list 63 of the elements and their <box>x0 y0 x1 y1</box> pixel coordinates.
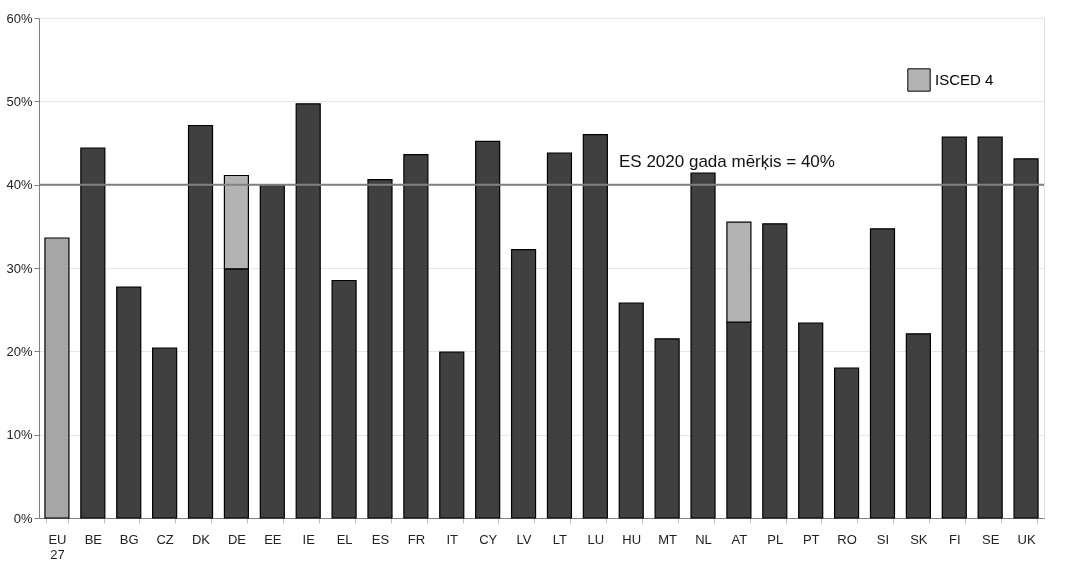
x-tick-label: LU <box>587 531 605 547</box>
bar <box>1013 158 1039 519</box>
bar <box>475 140 501 519</box>
x-tick-label: IT <box>446 531 459 547</box>
y-tick-label: 60% <box>6 10 33 26</box>
bar <box>331 279 357 519</box>
y-tick-label: 0% <box>13 510 33 526</box>
bar <box>905 333 931 519</box>
x-tick-label: EE <box>264 531 282 547</box>
bar <box>977 136 1003 519</box>
y-tick-label: 20% <box>6 343 33 359</box>
bar <box>80 147 106 519</box>
x-tick-label: SE <box>981 531 1000 547</box>
bar <box>403 154 429 519</box>
bar <box>295 103 321 519</box>
y-tick-label: 40% <box>6 177 33 193</box>
x-tick-label: NL <box>695 531 712 547</box>
bar <box>44 237 70 519</box>
bar <box>762 223 788 519</box>
x-tick-label: SI <box>876 531 890 547</box>
ref-line-label: ES 2020 gada mērķis = 40% <box>619 151 835 171</box>
x-tick-label: EU 27 <box>48 531 67 562</box>
x-tick-label: ES <box>371 531 390 547</box>
x-tick-label: LV <box>516 531 532 547</box>
x-tick-label: CY <box>479 531 498 547</box>
x-tick-label: FI <box>948 531 961 547</box>
bar <box>690 172 716 519</box>
bar <box>116 286 142 519</box>
x-tick-label: MT <box>658 531 678 547</box>
legend-label: ISCED 4 <box>935 71 994 88</box>
x-tick-label: BE <box>84 531 103 547</box>
x-tick-label: SK <box>910 531 928 547</box>
bar <box>833 367 860 519</box>
bar <box>798 322 824 519</box>
y-tick-label: 30% <box>6 260 33 276</box>
bar <box>367 179 393 519</box>
x-tick-label: HU <box>622 531 642 547</box>
bar <box>259 184 285 519</box>
x-tick-label: DE <box>227 531 247 547</box>
bar <box>439 351 465 519</box>
x-tick-label: UK <box>1017 531 1036 547</box>
x-tick-label: PT <box>802 531 820 547</box>
x-tick-label: DK <box>191 531 211 547</box>
x-tick-label: BG <box>119 531 139 547</box>
x-tick-label: AT <box>731 531 748 547</box>
bar <box>187 124 214 519</box>
x-tick-label: LT <box>552 531 568 547</box>
x-tick-label: FR <box>407 531 426 547</box>
x-tick-label: IE <box>302 531 316 547</box>
y-tick-label: 50% <box>6 93 33 109</box>
bar <box>618 302 644 519</box>
bar <box>546 152 573 519</box>
y-tick-label: 10% <box>6 427 33 443</box>
bar <box>941 136 967 519</box>
x-tick-label: RO <box>837 531 857 547</box>
bar <box>510 249 537 519</box>
bar <box>582 134 608 519</box>
x-tick-label: CZ <box>156 531 174 547</box>
bar <box>654 338 680 519</box>
bar <box>152 347 178 519</box>
x-tick-label: EL <box>336 531 353 547</box>
x-tick-label: PL <box>767 531 784 547</box>
bar <box>869 228 896 519</box>
